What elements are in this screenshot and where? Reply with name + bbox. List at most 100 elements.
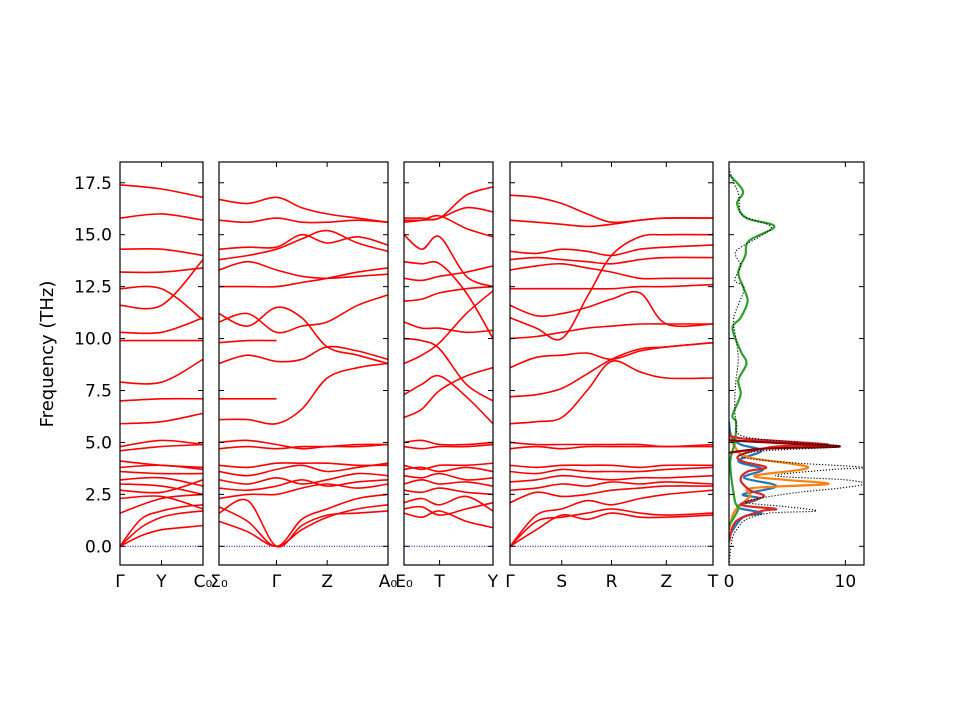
x-tick-label: Y xyxy=(487,572,499,592)
y-tick-label: 17.5 xyxy=(74,174,112,194)
x-tick-label: Y xyxy=(155,572,167,592)
phonon-band xyxy=(509,341,714,369)
band-panel-1: 0.0 2.5 5.0 7.5 10.0 12.5 15.0 17.5 Γ Y C₀ xyxy=(74,161,213,592)
phonon-band xyxy=(218,339,277,344)
phonon-band xyxy=(218,233,389,250)
partial-dos-line xyxy=(729,421,778,537)
phonon-band xyxy=(404,186,494,221)
axes-frame xyxy=(218,161,389,566)
phonon-band xyxy=(119,510,204,547)
phonon-band xyxy=(218,483,389,500)
phonon-band xyxy=(218,306,389,365)
x-tick-label: R xyxy=(606,572,618,592)
phonon-band xyxy=(218,362,389,425)
phonon-band xyxy=(119,259,204,310)
x-tick-label: Z xyxy=(321,572,333,592)
phonon-band xyxy=(218,443,389,450)
y-tick-label: 12.5 xyxy=(74,278,112,298)
phonon-band xyxy=(509,262,713,280)
phonon-band xyxy=(218,472,389,485)
phonon-band xyxy=(403,462,494,471)
phonon-band xyxy=(403,510,494,529)
x-tick-label: T xyxy=(707,572,719,592)
x-tick-label: E₀ xyxy=(395,572,413,592)
phonon-band xyxy=(119,439,204,448)
phonon-band xyxy=(119,483,204,496)
phonon-band xyxy=(218,345,389,365)
phonon-band xyxy=(119,460,204,469)
axes-frame xyxy=(403,161,494,566)
phonon-band xyxy=(403,366,494,419)
phonon-band xyxy=(403,479,494,487)
dos-panel: 0 10 xyxy=(724,161,865,592)
x-tick-label: A₀ xyxy=(379,572,398,592)
phonon-band xyxy=(119,397,204,402)
y-axis-label: Frequency (THz) xyxy=(37,281,58,428)
phonon-band xyxy=(218,504,389,548)
x-tick-label: Γ xyxy=(272,572,282,592)
phonon-band xyxy=(403,443,494,450)
x-tick-label: 0 xyxy=(724,572,735,592)
phonon-band xyxy=(119,285,204,321)
x-tick-label: S xyxy=(556,572,567,592)
phonon-band xyxy=(403,374,494,425)
y-tick-label: 2.5 xyxy=(85,485,112,505)
phonon-band xyxy=(218,260,389,280)
phonon-band xyxy=(403,265,494,282)
phonon-band xyxy=(403,466,494,473)
phonon-band xyxy=(509,233,714,341)
phonon-band xyxy=(119,184,204,199)
phonon-band xyxy=(119,470,204,475)
phonon-band xyxy=(509,512,714,547)
phonon-band xyxy=(119,524,204,548)
phonon-band xyxy=(403,487,494,496)
y-tick-label: 0.0 xyxy=(85,537,112,557)
phonon-band xyxy=(119,479,204,494)
phonon-band xyxy=(403,321,494,334)
phonon-band xyxy=(119,443,204,452)
x-tick-label: T xyxy=(433,572,445,592)
phonon-band xyxy=(218,493,389,548)
phonon-band xyxy=(509,508,714,547)
phonon-band xyxy=(509,244,714,257)
phonon-band xyxy=(218,439,389,450)
total-dos-line xyxy=(729,168,864,565)
phonon-band xyxy=(119,476,204,487)
phonon-band xyxy=(218,462,389,469)
y-tick-label: 10.0 xyxy=(74,330,112,350)
phonon-band xyxy=(509,341,714,398)
phonon-band xyxy=(403,337,494,402)
y-tick-label: 15.0 xyxy=(74,226,112,246)
x-tick-label: Γ xyxy=(115,572,125,592)
phonon-band xyxy=(218,294,389,334)
phonon-band xyxy=(509,256,714,265)
phonon-band xyxy=(509,485,714,504)
x-tick-label: 10 xyxy=(835,572,857,592)
phonon-band xyxy=(119,213,204,221)
phonon-band xyxy=(403,234,494,288)
phonon-band xyxy=(509,290,714,328)
phonon-band xyxy=(218,498,389,548)
phonon-band xyxy=(509,464,714,469)
axes-frame xyxy=(728,161,865,566)
partial-dos-line xyxy=(729,173,776,527)
phonon-band xyxy=(403,501,494,516)
phonon-band xyxy=(219,267,389,288)
x-tick-label: Σ₀ xyxy=(210,572,228,592)
phonon-band xyxy=(403,260,494,340)
phonon-band xyxy=(218,462,389,477)
phonon-band xyxy=(218,217,389,224)
y-tick-label: 5.0 xyxy=(85,433,112,453)
phonon-band xyxy=(403,285,494,302)
phonon-band xyxy=(119,267,204,274)
phonon-band xyxy=(510,283,714,290)
phonon-band xyxy=(509,194,714,224)
phonon-band xyxy=(509,489,714,547)
x-tick-label: Γ xyxy=(505,572,515,592)
phonon-band xyxy=(119,358,204,385)
phonon-band xyxy=(403,472,494,481)
x-tick-label: C₀ xyxy=(194,572,213,592)
phonon-band xyxy=(218,196,389,223)
